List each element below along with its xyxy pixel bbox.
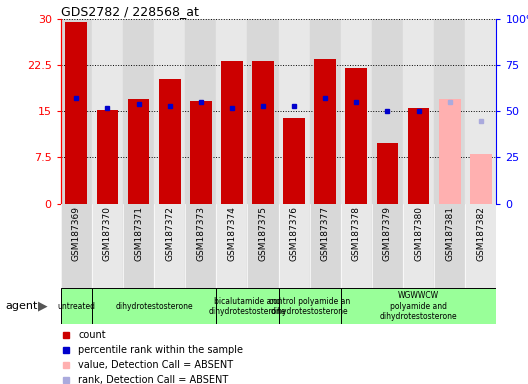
Bar [221, 61, 243, 204]
Bar [248, 204, 279, 288]
Bar [341, 288, 496, 324]
Text: GDS2782 / 228568_at: GDS2782 / 228568_at [61, 5, 199, 18]
Bar [128, 99, 149, 204]
Text: GSM187373: GSM187373 [196, 206, 205, 261]
Bar [408, 108, 429, 204]
Bar [61, 288, 92, 324]
Bar [403, 19, 434, 204]
Text: GSM187369: GSM187369 [72, 206, 81, 261]
Text: GSM187379: GSM187379 [383, 206, 392, 261]
Bar [61, 19, 92, 204]
Text: GSM187370: GSM187370 [103, 206, 112, 261]
Bar [434, 19, 465, 204]
Text: GSM187377: GSM187377 [320, 206, 329, 261]
Bar [92, 204, 123, 288]
Text: GSM187374: GSM187374 [228, 206, 237, 261]
Bar [372, 204, 403, 288]
Bar [123, 204, 154, 288]
Bar [216, 204, 248, 288]
Bar [92, 19, 123, 204]
Bar [61, 204, 92, 288]
Text: GSM187378: GSM187378 [352, 206, 361, 261]
Bar [123, 19, 154, 204]
Bar [439, 99, 460, 204]
Text: dihydrotestosterone: dihydrotestosterone [115, 302, 193, 311]
Bar [154, 204, 185, 288]
Text: rank, Detection Call = ABSENT: rank, Detection Call = ABSENT [78, 375, 229, 384]
Bar [65, 22, 87, 204]
Bar [279, 19, 309, 204]
Bar [465, 19, 496, 204]
Bar [345, 68, 367, 204]
Bar [185, 19, 216, 204]
Text: GSM187375: GSM187375 [259, 206, 268, 261]
Text: GSM187382: GSM187382 [476, 206, 485, 261]
Bar [309, 19, 341, 204]
Bar [248, 19, 279, 204]
Bar [216, 19, 248, 204]
Text: value, Detection Call = ABSENT: value, Detection Call = ABSENT [78, 360, 233, 370]
Text: GSM187371: GSM187371 [134, 206, 143, 261]
Bar [190, 101, 212, 204]
Text: bicalutamide and
dihydrotestosterone: bicalutamide and dihydrotestosterone [209, 296, 286, 316]
Text: GSM187380: GSM187380 [414, 206, 423, 261]
Bar [341, 204, 372, 288]
Text: untreated: untreated [57, 302, 95, 311]
Text: percentile rank within the sample: percentile rank within the sample [78, 345, 243, 355]
Text: ▶: ▶ [38, 300, 48, 313]
Bar [376, 143, 398, 204]
Text: count: count [78, 330, 106, 340]
Bar [314, 58, 336, 204]
Bar [283, 118, 305, 204]
Bar [216, 288, 279, 324]
Text: agent: agent [5, 301, 37, 311]
Bar [372, 19, 403, 204]
Bar [470, 154, 492, 204]
Bar [341, 19, 372, 204]
Bar [279, 288, 341, 324]
Bar [434, 204, 465, 288]
Bar [309, 204, 341, 288]
Bar [185, 204, 216, 288]
Text: GSM187376: GSM187376 [289, 206, 298, 261]
Text: WGWWCW
polyamide and
dihydrotestosterone: WGWWCW polyamide and dihydrotestosterone [380, 291, 457, 321]
Bar [252, 61, 274, 204]
Bar [159, 79, 181, 204]
Bar [279, 204, 309, 288]
Text: GSM187372: GSM187372 [165, 206, 174, 261]
Bar [97, 109, 118, 204]
Bar [403, 204, 434, 288]
Bar [154, 19, 185, 204]
Text: control polyamide an
dihydrotestosterone: control polyamide an dihydrotestosterone [269, 296, 350, 316]
Text: GSM187381: GSM187381 [445, 206, 454, 261]
Bar [465, 204, 496, 288]
Bar [92, 288, 216, 324]
